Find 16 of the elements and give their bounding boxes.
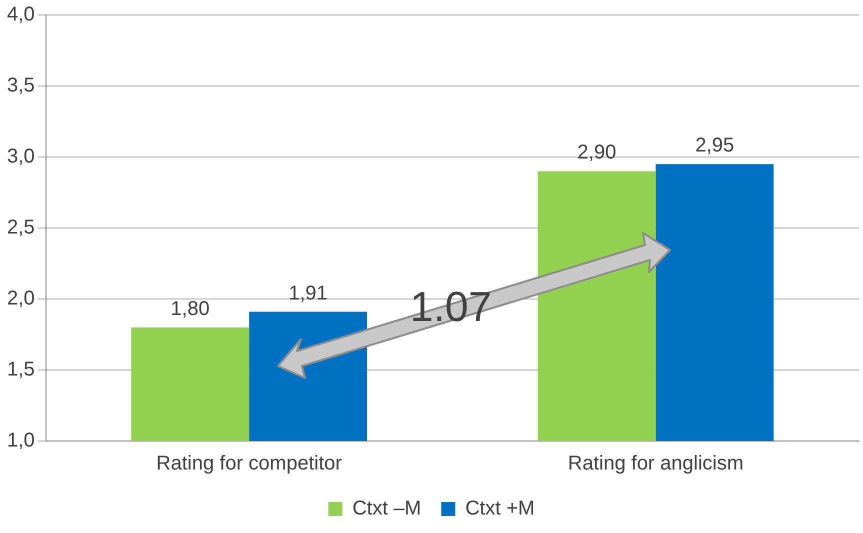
data-label: 1,80 bbox=[170, 298, 210, 320]
y-tick-label: 1,0 bbox=[6, 430, 35, 452]
legend-label: Ctxt –M bbox=[352, 498, 422, 520]
y-tick-label: 2,0 bbox=[6, 288, 35, 310]
legend-label: Ctxt +M bbox=[465, 498, 535, 520]
y-tick-label: 3,0 bbox=[6, 146, 35, 168]
x-tick-label: Rating for anglicism bbox=[568, 452, 744, 475]
y-tick-label: 1,5 bbox=[6, 358, 35, 381]
y-tick-label: 4,0 bbox=[6, 4, 35, 26]
y-tick-label: 2,5 bbox=[6, 216, 35, 239]
data-label: 2,90 bbox=[577, 142, 616, 164]
data-label: 2,95 bbox=[695, 134, 734, 157]
x-tick-label: Rating for competitor bbox=[156, 452, 342, 475]
annotation: 1.07 bbox=[410, 283, 492, 331]
y-tick-label: 3,5 bbox=[6, 74, 35, 97]
data-label: 1,91 bbox=[288, 282, 328, 304]
